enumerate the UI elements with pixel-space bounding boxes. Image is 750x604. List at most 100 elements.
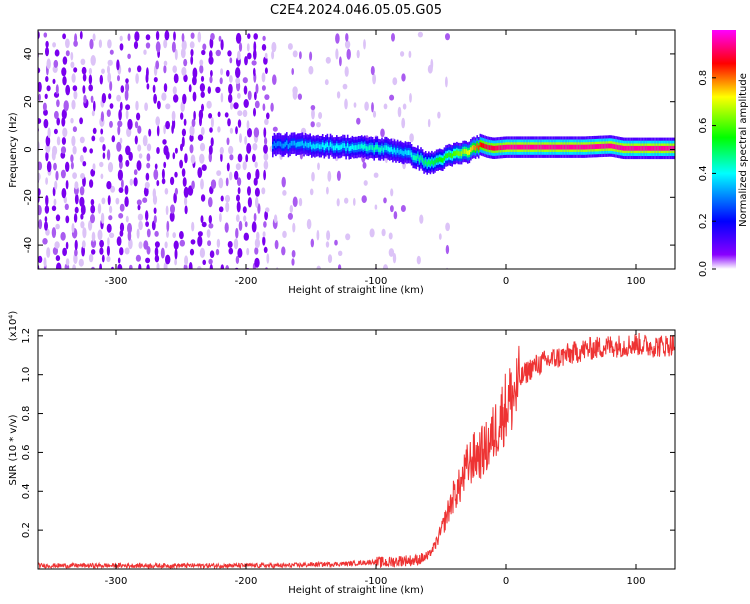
- noise-pixel: [61, 109, 67, 120]
- signal-pixel: [309, 141, 311, 147]
- signal-pixel: [580, 144, 583, 150]
- signal-pixel: [353, 145, 355, 151]
- noise-pixel: [216, 170, 222, 177]
- signal-pixel: [410, 152, 413, 158]
- signal-pixel: [418, 157, 421, 163]
- noise-pixel: [191, 118, 196, 128]
- noise-pixel: [138, 241, 143, 249]
- signal-pixel: [665, 145, 667, 151]
- signal-pixel: [543, 144, 545, 150]
- noise-pixel: [156, 147, 160, 154]
- noise-pixel: [208, 215, 212, 224]
- signal-pixel: [669, 145, 672, 151]
- noise-pixel: [219, 146, 224, 155]
- noise-pixel: [163, 39, 168, 49]
- noise-pixel: [73, 90, 78, 100]
- signal-pixel: [663, 145, 666, 151]
- noise-pixel: [38, 172, 41, 181]
- noise-pixel: [99, 247, 104, 255]
- y-tick-label: -20: [23, 189, 34, 205]
- noise-pixel: [117, 120, 123, 128]
- noise-pixel: [91, 249, 96, 255]
- noise-pixel: [430, 58, 434, 71]
- signal-pixel: [499, 145, 502, 151]
- signal-pixel: [272, 144, 274, 149]
- signal-pixel: [293, 140, 296, 146]
- noise-pixel: [172, 65, 177, 73]
- noise-pixel: [116, 141, 122, 152]
- signal-pixel: [477, 145, 480, 151]
- signal-pixel: [398, 149, 400, 155]
- noise-pixel: [401, 73, 406, 82]
- noise-pixel: [38, 205, 42, 216]
- noise-pixel: [128, 67, 132, 73]
- noise-pixel: [55, 84, 59, 95]
- noise-pixel: [242, 109, 248, 118]
- snr-x-ticks: -300 -200 -100 0 100: [105, 330, 646, 587]
- noise-pixel: [246, 143, 252, 154]
- noise-pixel: [163, 262, 168, 269]
- signal-pixel: [465, 149, 467, 154]
- noise-pixel: [119, 137, 123, 144]
- noise-pixel: [345, 33, 349, 42]
- signal-pixel: [671, 145, 673, 151]
- signal-pixel: [492, 145, 494, 151]
- noise-pixel: [209, 37, 214, 49]
- noise-pixel: [136, 199, 142, 206]
- noise-pixel: [220, 39, 224, 51]
- noise-pixel: [253, 33, 258, 40]
- signal-pixel: [311, 144, 313, 150]
- noise-pixel: [107, 39, 112, 49]
- noise-pixel: [102, 144, 106, 152]
- noise-pixel: [97, 203, 102, 214]
- noise-pixel: [163, 161, 167, 169]
- noise-pixel: [135, 254, 141, 262]
- signal-pixel: [601, 143, 603, 149]
- signal-pixel: [570, 144, 572, 150]
- signal-pixel: [460, 151, 463, 157]
- signal-pixel: [485, 144, 488, 150]
- noise-pixel: [253, 49, 257, 60]
- signal-pixel: [627, 145, 630, 151]
- noise-pixel: [64, 203, 69, 210]
- signal-pixel: [588, 144, 591, 150]
- noise-pixel: [246, 172, 251, 180]
- noise-pixel: [65, 215, 70, 224]
- noise-pixel: [174, 258, 178, 266]
- noise-pixel: [237, 92, 241, 99]
- snr-panel: -300 -200 -100 0 100 0.2 0.4 0.6 0.8 1.0 1.2 Heig…: [8, 311, 676, 596]
- noise-pixel: [134, 135, 138, 145]
- noise-pixel: [62, 56, 68, 65]
- noise-pixel: [124, 89, 129, 101]
- colorbar: 0.0 0.2 0.4 0.6 0.8 Normalized spectral ampl…: [698, 30, 749, 277]
- signal-pixel: [633, 145, 636, 151]
- signal-pixel: [449, 152, 452, 158]
- noise-pixel: [181, 33, 185, 42]
- signal-pixel: [424, 159, 427, 165]
- noise-pixel: [108, 215, 113, 221]
- noise-pixel: [45, 40, 49, 48]
- signal-pixel: [326, 142, 329, 147]
- signal-pixel: [502, 145, 505, 150]
- noise-pixel: [92, 163, 96, 171]
- noise-pixel: [154, 230, 159, 237]
- noise-pixel: [165, 103, 171, 110]
- noise-pixel: [217, 111, 221, 118]
- noise-pixel: [155, 41, 161, 53]
- noise-pixel: [235, 32, 242, 44]
- noise-pixel: [266, 253, 270, 264]
- noise-pixel: [119, 222, 125, 233]
- noise-pixel: [125, 78, 129, 84]
- noise-pixel: [101, 254, 105, 263]
- noise-pixel: [188, 262, 193, 269]
- signal-pixel: [612, 143, 614, 149]
- signal-pixel: [513, 144, 516, 150]
- signal-pixel: [435, 157, 438, 163]
- noise-pixel: [189, 248, 195, 256]
- noise-pixel: [181, 128, 186, 137]
- signal-pixel: [584, 144, 586, 150]
- signal-pixel: [463, 148, 466, 154]
- snr-line-layer: [38, 332, 675, 569]
- signal-pixel: [623, 145, 625, 151]
- signal-pixel: [565, 144, 567, 150]
